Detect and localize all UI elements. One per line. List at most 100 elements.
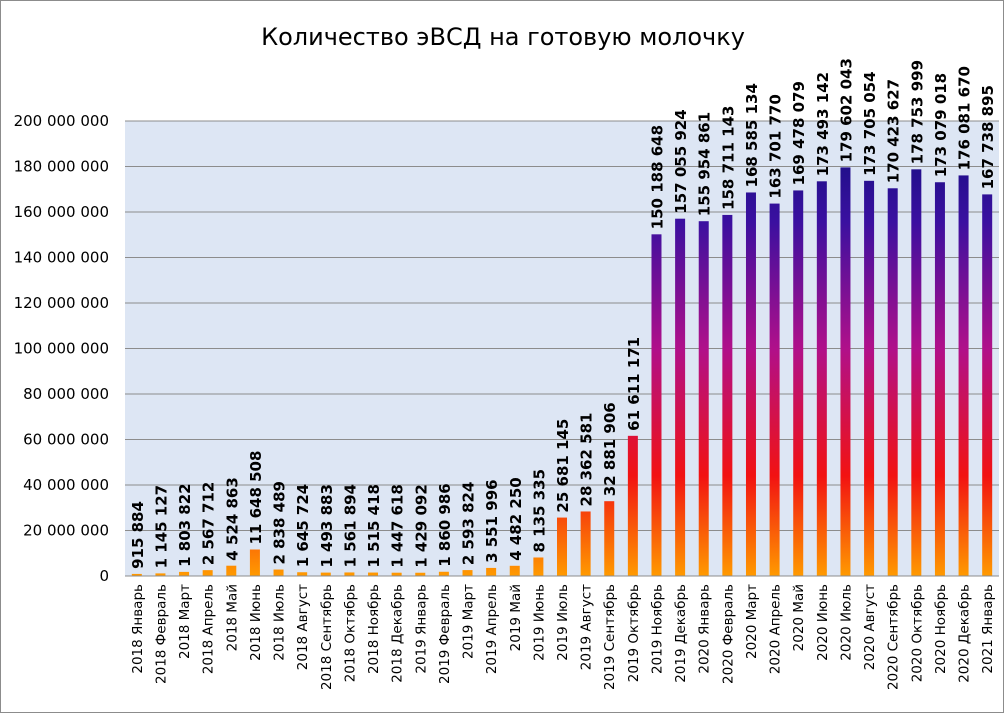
data-label: 168 585 134 [743,83,761,187]
data-label: 173 493 142 [814,72,832,176]
data-label: 8 135 335 [530,469,548,553]
data-label: 2 593 824 [460,482,478,566]
bar [131,573,142,576]
data-label: 915 884 [129,501,147,569]
x-tick-label: 2018 Сентябрь [319,584,335,690]
bar [864,180,875,577]
bar [769,203,780,576]
bar [557,517,567,576]
x-tick-label: 2020 Декабрь [957,584,973,683]
x-tick-label: 2020 Март [744,584,760,659]
bar [533,557,544,576]
y-tick-label: 120 000 000 [14,294,109,312]
x-tick-label: 2018 Май [224,584,240,651]
data-label: 173 079 018 [932,73,950,177]
x-tick-label: 2020 Февраль [720,584,736,684]
data-label: 1 561 894 [341,484,359,568]
x-tick-label: 2019 Январь [413,584,429,674]
x-axis-ticks: 2018 Январь 2018 Февраль 2018 Март 2018 Апр… [130,584,996,690]
data-label: 179 602 043 [837,58,855,162]
chart-title: Количество эВСД на готовую молочку [261,23,745,51]
bar [202,570,213,576]
data-label: 1 429 092 [412,484,430,568]
x-tick-label: 2018 Январь [130,584,146,674]
bar [415,572,426,576]
x-tick-label: 2020 Апрель [768,584,784,674]
bar [840,167,851,577]
data-label: 1 515 418 [365,484,383,568]
data-label: 61 611 171 [625,337,643,431]
data-label: 1 145 127 [152,485,170,569]
y-tick-label: 200 000 000 [14,112,109,130]
x-tick-label: 2019 Август [579,584,595,670]
y-tick-label: 80 000 000 [23,385,109,403]
data-label: 28 362 581 [578,413,596,507]
bar [911,169,922,576]
data-label: 4 482 250 [507,477,525,561]
bar [391,572,402,576]
data-label: 176 081 670 [956,66,974,170]
x-tick-label: 2018 Ноябрь [366,584,382,674]
x-tick-label: 2019 Март [461,584,477,659]
data-label: 170 423 627 [885,79,903,183]
y-tick-label: 60 000 000 [23,431,109,449]
y-tick-label: 40 000 000 [23,476,109,494]
bar [249,549,260,576]
y-tick-label: 20 000 000 [23,522,109,540]
bar [958,175,969,577]
data-label: 3 551 996 [483,479,501,563]
bar [793,190,804,576]
bar [509,565,520,576]
y-tick-label: 0 [99,567,109,585]
bar [462,570,473,576]
data-label: 1 645 724 [294,484,312,568]
bar [179,571,190,576]
bar [982,194,993,576]
data-label: 1 860 986 [436,483,454,567]
data-label: 1 447 618 [389,484,407,568]
data-label: 155 954 861 [696,112,714,216]
x-tick-label: 2020 Июнь [815,584,831,661]
bar [604,501,615,576]
data-label: 178 753 999 [908,60,926,164]
y-tick-label: 140 000 000 [14,249,109,267]
data-label: 150 188 648 [648,125,666,229]
bar [651,234,662,576]
x-tick-label: 2018 Август [295,584,311,670]
x-tick-label: 2019 Ноябрь [649,584,665,674]
x-tick-label: 2020 Январь [697,584,713,674]
data-label: 1 803 822 [176,483,194,567]
bar [368,572,379,576]
bar [486,567,497,576]
bar [698,221,709,576]
y-tick-label: 180 000 000 [14,158,109,176]
bar [320,572,331,576]
x-tick-label: 2020 Июль [838,584,854,661]
gridlines [125,120,999,531]
x-tick-label: 2019 Июль [555,584,571,661]
bar [722,214,733,577]
data-label: 2 567 712 [200,482,218,566]
y-tick-label: 160 000 000 [14,203,109,221]
x-tick-label: 2019 Сентябрь [602,584,618,690]
x-tick-label: 2018 Апрель [201,584,217,674]
bar [745,192,756,577]
x-tick-label: 2020 Май [791,584,807,651]
bar [273,569,284,576]
bar [580,511,591,576]
bar [627,435,638,576]
bar [155,573,166,576]
bar [934,182,945,576]
data-label: 157 055 924 [672,109,690,213]
x-tick-label: 2019 Декабрь [673,584,689,683]
x-tick-label: 2019 Июнь [531,584,547,661]
bar [675,218,686,577]
data-label: 11 648 508 [247,451,265,545]
y-axis-ticks: 0 20 000 000 40 000 000 60 000 000 80 000 00… [14,112,109,585]
data-label: 163 701 770 [767,94,785,198]
data-label: 4 524 863 [223,477,241,561]
bar [344,572,355,576]
data-label: 2 838 489 [271,481,289,565]
x-tick-label: 2019 Май [508,584,524,651]
